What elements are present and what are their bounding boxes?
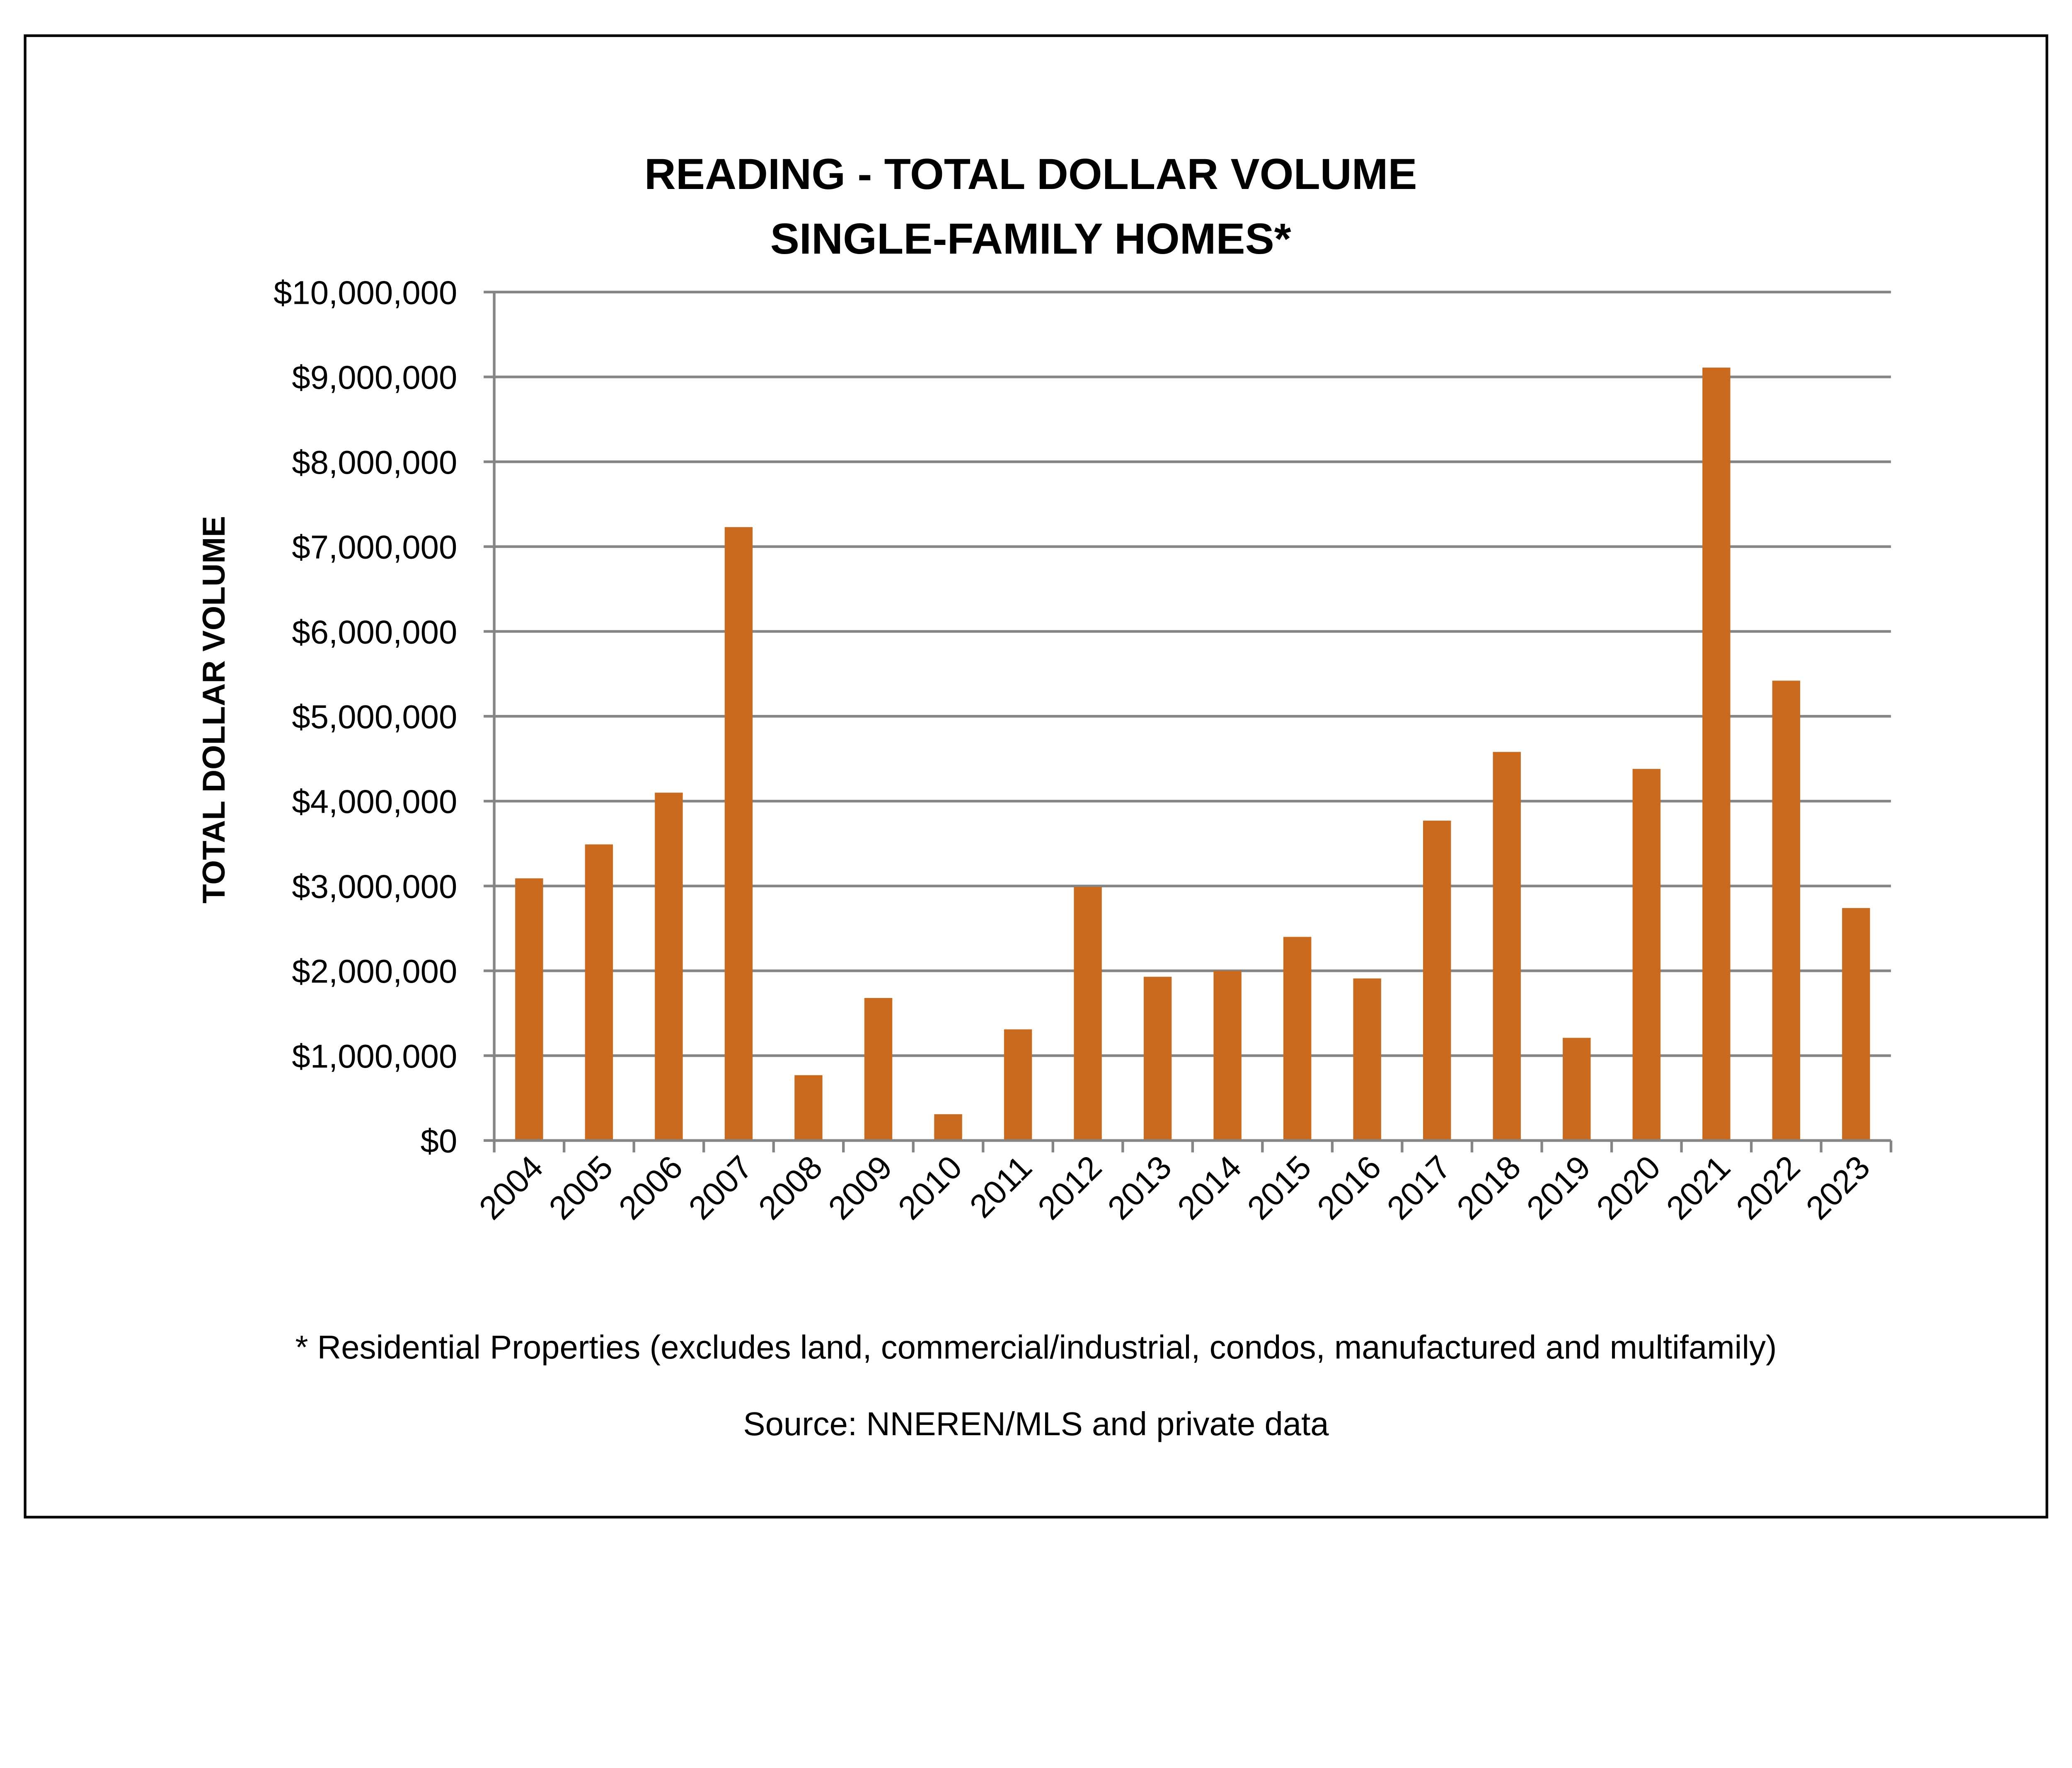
- y-tick-label: $0: [421, 1123, 457, 1160]
- y-tick-label: $6,000,000: [292, 613, 457, 650]
- chart: READING - TOTAL DOLLAR VOLUME SINGLE-FAM…: [24, 34, 2048, 1519]
- bar-2020: [1632, 769, 1661, 1141]
- bar-2013: [1143, 976, 1172, 1141]
- source-note: Source: NNEREN/MLS and private data: [743, 1405, 1329, 1442]
- y-tick-label: $10,000,000: [274, 274, 457, 311]
- bar-2014: [1213, 971, 1242, 1141]
- y-tick-label: $9,000,000: [292, 359, 457, 396]
- bar-2010: [934, 1114, 962, 1141]
- bar-2018: [1493, 752, 1521, 1141]
- y-tick-label: $7,000,000: [292, 529, 457, 566]
- y-tick-label: $1,000,000: [292, 1038, 457, 1075]
- footnote: * Residential Properties (excludes land,…: [295, 1329, 1777, 1366]
- bar-2006: [655, 792, 683, 1141]
- bars: [515, 367, 1870, 1141]
- bar-2019: [1563, 1038, 1591, 1141]
- bar-2008: [794, 1075, 823, 1141]
- bar-2005: [585, 844, 613, 1141]
- bar-2017: [1423, 821, 1451, 1141]
- bar-2015: [1283, 937, 1312, 1141]
- bar-2021: [1702, 367, 1731, 1141]
- y-tick-label: $3,000,000: [292, 868, 457, 905]
- y-tick-label: $4,000,000: [292, 783, 457, 820]
- bar-2023: [1842, 908, 1870, 1141]
- y-tick-label: $2,000,000: [292, 953, 457, 990]
- bar-2016: [1353, 978, 1381, 1141]
- bar-2022: [1772, 681, 1801, 1141]
- bar-2009: [864, 998, 893, 1141]
- bar-2004: [515, 878, 543, 1141]
- y-tick-labels: $0 $1,000,000 $2,000,000 $3,000,000 $4,000,0…: [274, 274, 457, 1159]
- bar-2007: [724, 527, 753, 1141]
- bar-2012: [1074, 886, 1102, 1141]
- bar-2011: [1004, 1029, 1032, 1141]
- chart-title-line-2: SINGLE-FAMILY HOMES*: [770, 215, 1291, 263]
- axes: [493, 292, 1893, 1153]
- y-tick-label: $8,000,000: [292, 444, 457, 481]
- y-axis-label: TOTAL DOLLAR VOLUME: [196, 516, 232, 903]
- y-tick-label: $5,000,000: [292, 698, 457, 735]
- chart-title-line-1: READING - TOTAL DOLLAR VOLUME: [644, 150, 1417, 199]
